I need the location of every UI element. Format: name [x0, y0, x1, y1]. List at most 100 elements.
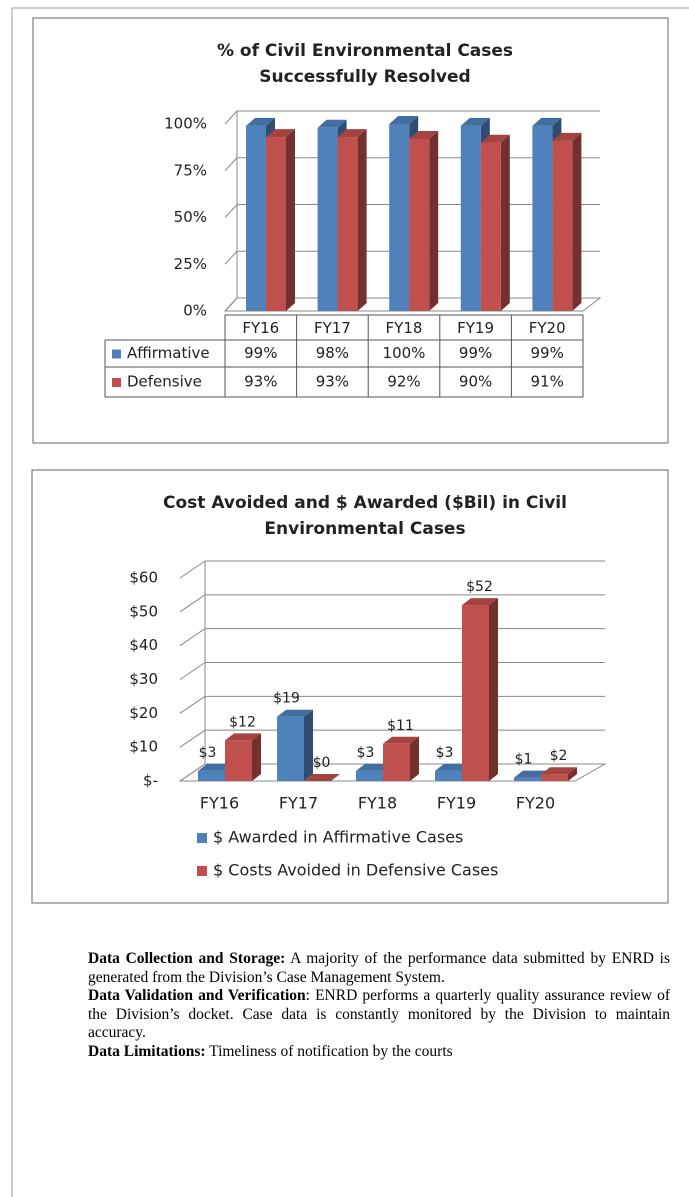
bar: [198, 770, 225, 781]
legend-label: Affirmative: [127, 344, 210, 362]
y-tick-label: $30: [129, 670, 158, 688]
bar-top: [462, 598, 498, 606]
data-label: $0: [313, 755, 331, 771]
bar-side: [572, 132, 582, 311]
bar: [337, 137, 358, 311]
y-tick-label: $40: [129, 636, 158, 654]
grid-edge: [224, 297, 238, 312]
bar: [277, 716, 304, 781]
body: Timeliness of notification by the courts: [205, 1042, 453, 1060]
data-label: $19: [273, 691, 300, 707]
bar: [552, 140, 573, 311]
bar: [532, 125, 553, 312]
grid-edge: [179, 662, 206, 680]
bar-top: [541, 767, 577, 775]
grid-edge: [179, 594, 206, 613]
table-value: 93%: [244, 373, 277, 391]
legend-swatch: [112, 378, 121, 387]
data-label: $12: [229, 714, 256, 730]
legend-label: $ Costs Avoided in Defensive Cases: [213, 861, 498, 880]
table-value: 99%: [244, 344, 277, 362]
lead: Data Collection and Storage:: [88, 950, 286, 967]
table-value: 91%: [531, 373, 564, 391]
bar: [246, 125, 266, 312]
bar-top: [409, 130, 439, 139]
grid-edge: [224, 110, 238, 125]
chart-frame: [31, 469, 669, 904]
bar-top: [277, 709, 313, 717]
y-tick-label: $50: [129, 602, 158, 620]
data-label: $11: [387, 718, 414, 734]
x-tick-label: FY17: [279, 794, 318, 813]
bar-top: [460, 117, 490, 126]
lead: Data Limitations:: [88, 1042, 206, 1060]
grid-edge: [179, 729, 206, 748]
legend-label: $ Awarded in Affirmative Cases: [213, 828, 463, 847]
y-tick-label: 25%: [174, 255, 207, 273]
y-tick-label: 100%: [164, 115, 207, 133]
bar-top: [266, 129, 295, 138]
grid-edge: [179, 628, 206, 647]
legend-label: Defensive: [127, 373, 202, 391]
data-label: $3: [436, 745, 454, 761]
table-value: 99%: [459, 344, 492, 362]
bar-top: [317, 119, 347, 128]
x-tick-label: FY20: [516, 794, 555, 813]
y-tick-label: 50%: [174, 208, 207, 226]
data-label: $1: [515, 752, 533, 768]
bar-side: [489, 598, 498, 781]
chart-frame: [32, 17, 669, 444]
paragraph: Data Collection and Storage: A majority …: [88, 950, 670, 987]
body: : ENRD performs a quarterly quality assu…: [88, 987, 671, 1041]
y-tick-label: $20: [129, 704, 158, 722]
bar-top: [304, 774, 340, 781]
bar-top: [337, 129, 367, 138]
bar: [225, 740, 252, 781]
x-tick-label: FY19: [457, 319, 494, 337]
bar-top: [383, 736, 419, 744]
bar-side: [429, 130, 439, 311]
body: A majority of the performance data submi…: [88, 950, 671, 986]
grid-edge: [179, 695, 206, 714]
x-tick-label: FY19: [437, 794, 476, 813]
x-tick-label: FY16: [200, 794, 239, 813]
grid-edge: [224, 204, 238, 218]
table-value: 92%: [387, 373, 420, 391]
legend-swatch: [197, 866, 207, 876]
legend-swatch: [197, 833, 207, 843]
bar: [389, 124, 410, 311]
table-value: 100%: [383, 344, 426, 362]
data-label: $3: [357, 745, 375, 761]
bar-top: [225, 733, 261, 741]
grid-edge: [179, 763, 206, 782]
bar: [383, 743, 410, 781]
data-label: $3: [199, 745, 217, 761]
bar-top: [552, 132, 582, 141]
bar-top: [532, 117, 562, 126]
bar-side: [304, 709, 313, 781]
bar: [435, 770, 462, 781]
data-label: $52: [466, 579, 493, 595]
bar: [514, 777, 541, 781]
bar: [409, 138, 430, 311]
y-tick-label: $-: [143, 772, 158, 790]
bar-side: [252, 733, 261, 781]
chart-title: % of Civil Environmental Cases Successfu…: [216, 41, 514, 87]
bar-side: [410, 736, 419, 781]
table-value: 93%: [316, 373, 349, 391]
bar: [356, 770, 383, 781]
bar-top: [389, 116, 419, 124]
table-value: 99%: [531, 344, 564, 362]
bar: [462, 605, 489, 781]
paragraph: Data Limitations: Timeliness of notifica…: [88, 1043, 670, 1062]
data-label: $2: [550, 748, 568, 764]
bar-side: [286, 129, 295, 311]
bar-top: [246, 117, 275, 126]
bar: [317, 127, 338, 312]
notes: Data Collection and Storage: A majority …: [88, 950, 670, 1061]
x-tick-label: FY17: [314, 319, 351, 337]
grid-edge: [224, 250, 238, 265]
table-value: 98%: [316, 344, 349, 362]
